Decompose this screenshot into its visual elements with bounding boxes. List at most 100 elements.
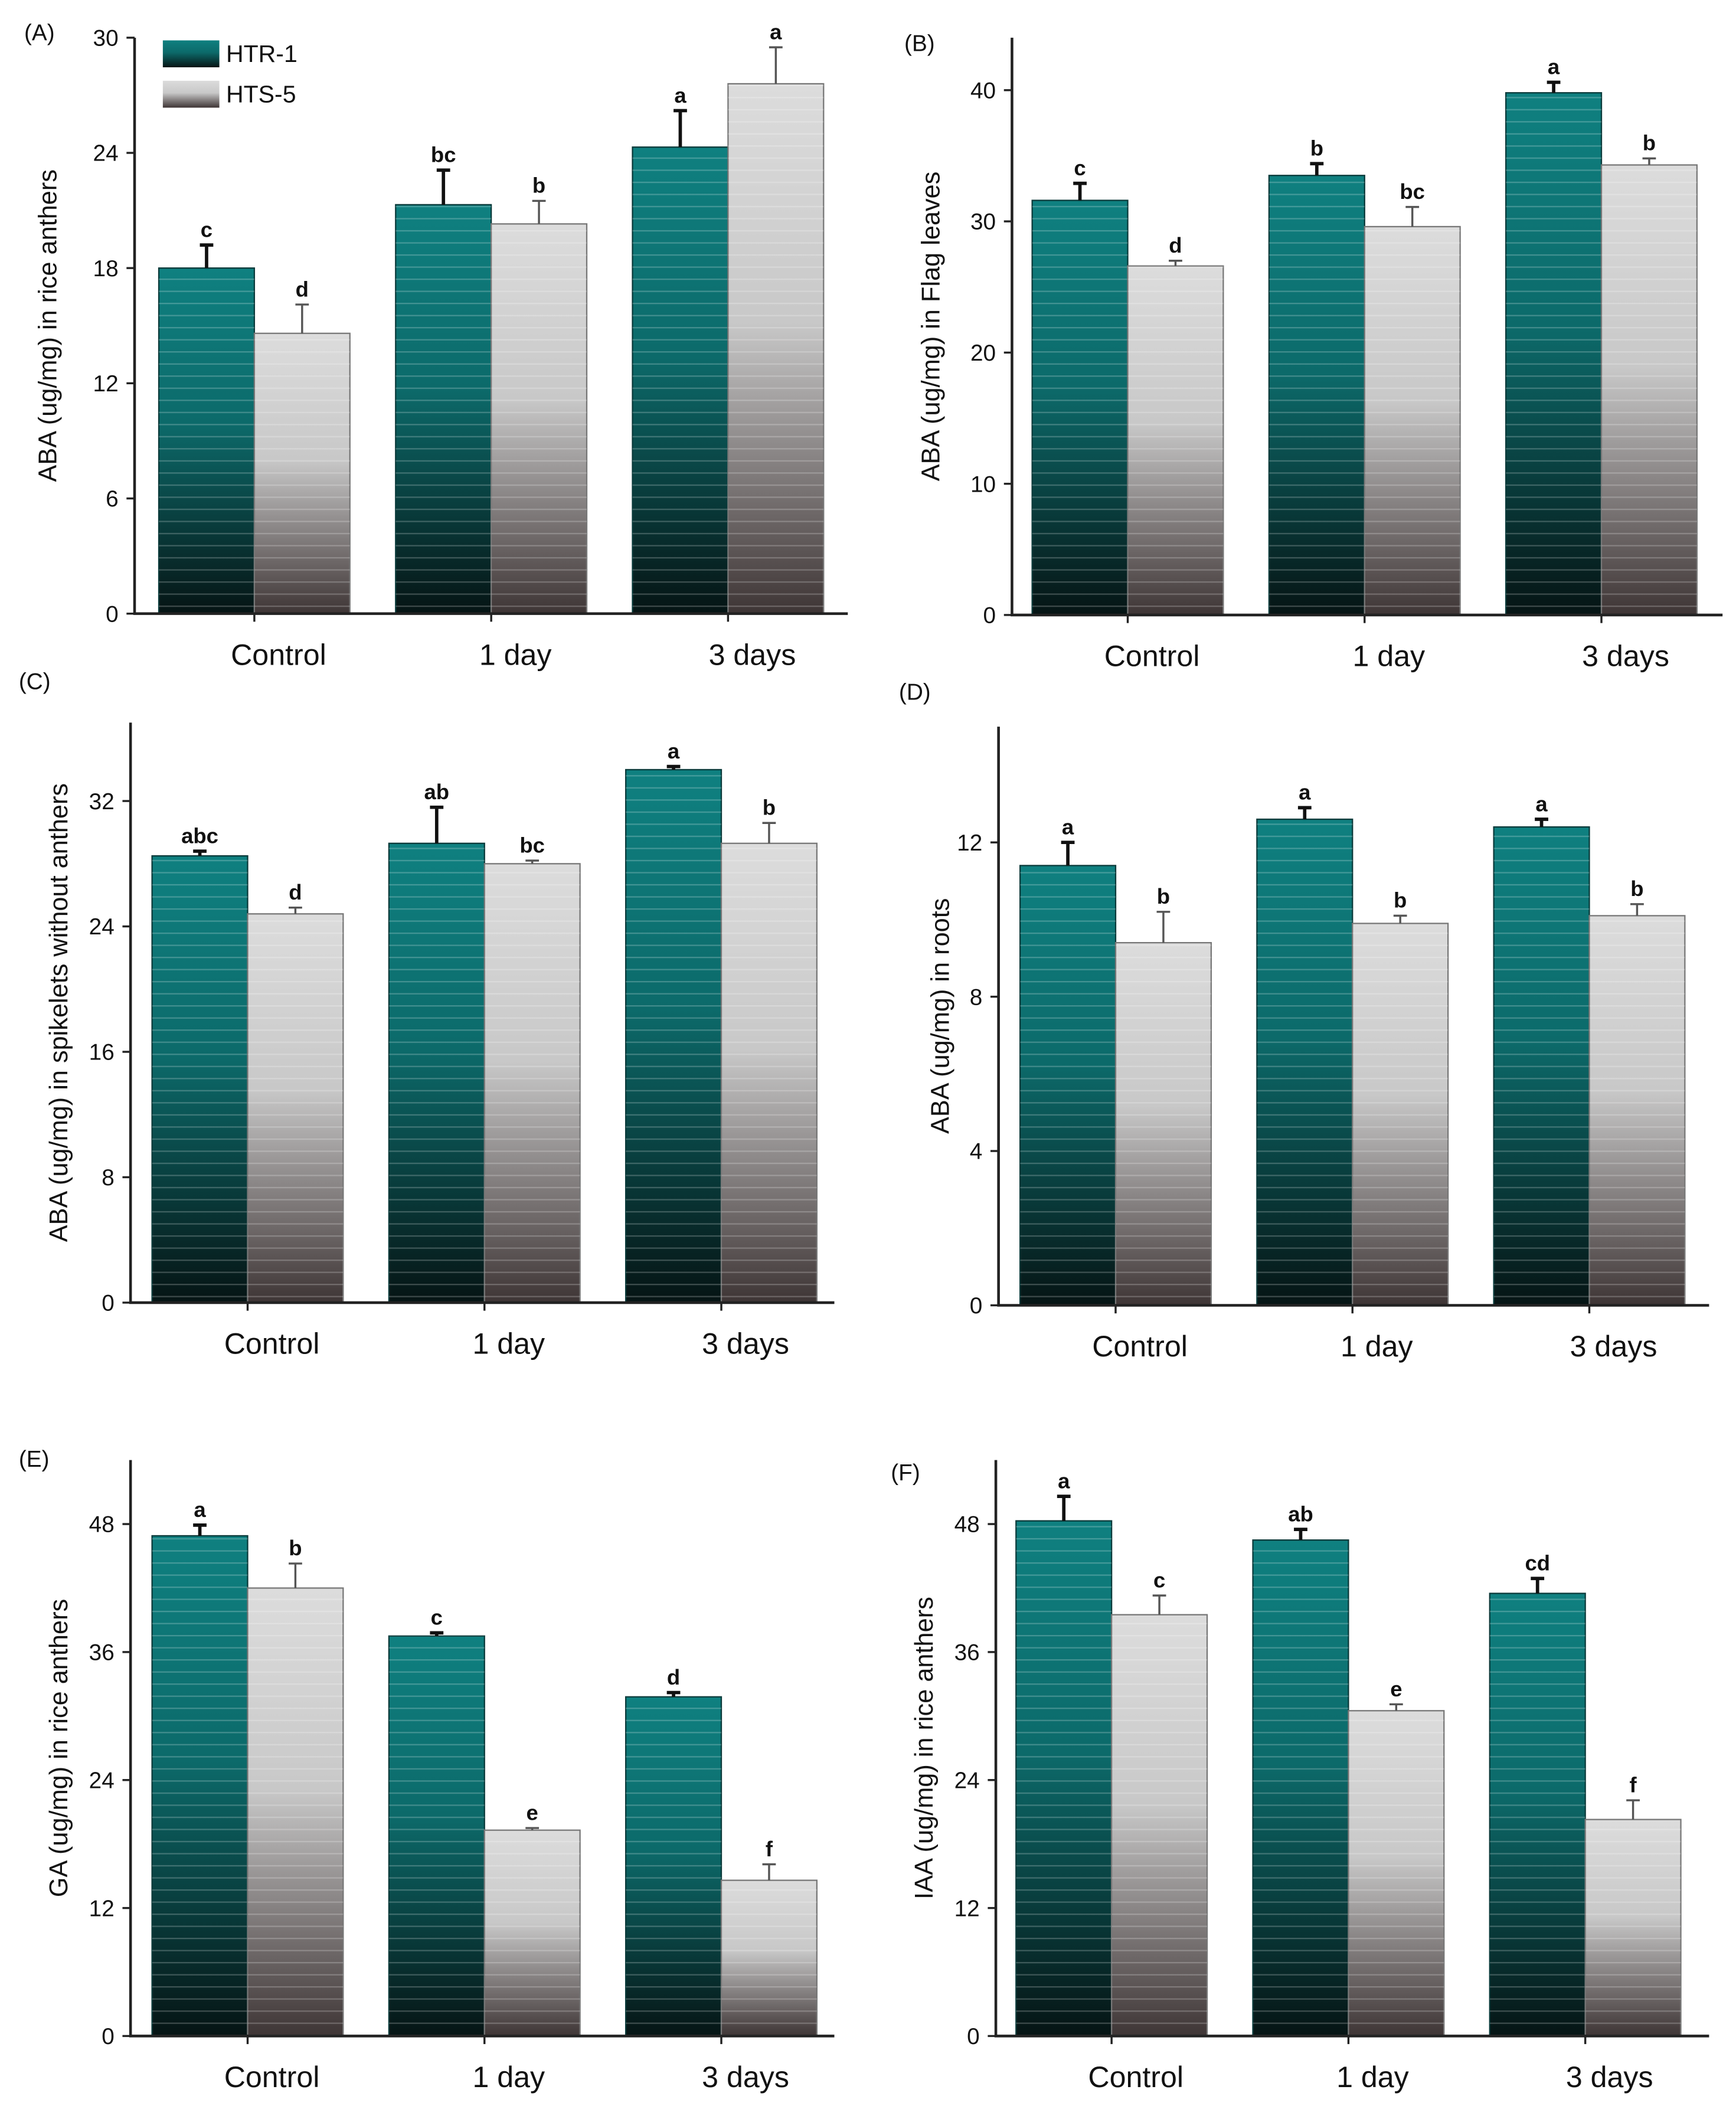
y-tick-label: 40	[970, 78, 996, 103]
panel-label: (A)	[24, 20, 55, 45]
y-tick-label: 0	[967, 2024, 980, 2049]
error-bar	[295, 303, 309, 333]
y-tick-label: 12	[957, 830, 982, 856]
error-bar	[289, 1562, 302, 1588]
y-tick-label: 32	[89, 789, 115, 815]
significance-letter: a	[1548, 55, 1560, 79]
error-bar	[1405, 205, 1420, 227]
x-tick-label: Control	[224, 2061, 320, 2094]
significance-letter: b	[532, 174, 545, 198]
significance-letter: bc	[1400, 179, 1425, 204]
error-bar	[1642, 157, 1656, 165]
significance-letter: f	[766, 1837, 773, 1861]
bar-texture	[152, 1535, 248, 2036]
y-tick-label: 30	[93, 26, 119, 51]
significance-letter: bc	[519, 833, 545, 857]
significance-letter: b	[1394, 888, 1407, 913]
error-bar	[430, 1631, 444, 1636]
error-bar	[1061, 841, 1075, 866]
y-tick-label: 24	[954, 1768, 980, 1793]
y-tick-label: 0	[106, 601, 119, 627]
bar-texture	[728, 83, 824, 614]
bar-texture	[1506, 93, 1602, 615]
panel-label: (C)	[19, 669, 51, 694]
error-bar	[1156, 911, 1171, 943]
y-tick-label: 48	[954, 1512, 980, 1538]
significance-letter: b	[289, 1536, 302, 1560]
bar-texture	[1032, 200, 1128, 615]
significance-letter: a	[674, 83, 686, 107]
error-bar	[769, 46, 783, 84]
bar-texture	[388, 1636, 485, 2036]
bar-texture	[152, 856, 248, 1303]
bar-texture	[721, 843, 817, 1303]
error-bar	[1626, 1799, 1640, 1820]
error-bar	[1535, 817, 1548, 828]
error-bar	[200, 243, 214, 269]
bar-texture	[388, 843, 485, 1303]
panel-label: (E)	[19, 1447, 50, 1472]
legend: HTR-1 HTS-5	[162, 40, 297, 108]
error-bar	[525, 1827, 540, 1830]
x-tick-label: Control	[224, 1327, 320, 1361]
y-tick-label: 16	[89, 1040, 115, 1065]
y-tick-label: 12	[89, 1896, 115, 1921]
legend-label-htr1: HTR-1	[226, 40, 297, 67]
x-tick-label: Control	[231, 638, 326, 671]
y-axis-label: ABA (ug/mg) in Flag leaves	[917, 172, 945, 482]
y-tick-label: 10	[970, 472, 996, 497]
bar-texture	[1589, 915, 1685, 1306]
significance-letter: abc	[181, 823, 218, 848]
bar-texture	[484, 864, 580, 1303]
chart-panel-d: (D) ABA (ug/mg) in roots a a a b b b 0 4 8 12 Contro…	[899, 680, 1709, 1363]
error-bar	[674, 109, 687, 148]
bar-texture	[1257, 819, 1353, 1306]
bar-texture	[395, 204, 492, 614]
bar-texture	[1352, 923, 1449, 1306]
x-tick-label: 3 days	[709, 638, 796, 671]
chart-panel-c: (C) ABA (ug/mg) in spikelets without anth…	[19, 669, 835, 1361]
significance-letter: b	[1310, 136, 1323, 161]
error-bar	[193, 1523, 207, 1536]
y-tick-label: 36	[954, 1640, 980, 1666]
bar-texture	[626, 1696, 721, 2036]
y-tick-label: 8	[102, 1165, 115, 1191]
bar-texture	[1585, 1819, 1681, 2036]
error-bar	[1057, 1495, 1071, 1521]
x-tick-label: 1 day	[472, 1327, 545, 1361]
x-tick-label: 1 day	[1341, 1330, 1413, 1363]
error-bar	[1310, 162, 1324, 176]
x-tick-label: 1 day	[1352, 640, 1425, 673]
error-bar	[762, 822, 776, 843]
significance-letter: b	[763, 796, 776, 820]
error-bar	[430, 805, 444, 843]
bar-texture	[1493, 827, 1590, 1306]
error-bar	[1169, 260, 1182, 266]
significance-letter: a	[1058, 1469, 1070, 1493]
bar-texture	[721, 1880, 817, 2036]
significance-letter: a	[194, 1497, 206, 1522]
panel-label: (B)	[904, 31, 935, 57]
significance-letter: e	[527, 1800, 538, 1824]
bar-texture	[1253, 1540, 1349, 2036]
legend-swatch-htr1	[162, 40, 220, 68]
y-tick-label: 12	[954, 1896, 980, 1921]
y-tick-label: 24	[89, 914, 115, 940]
error-bar	[1630, 903, 1644, 916]
x-tick-label: 3 days	[1570, 1330, 1657, 1363]
bar-texture	[1111, 1614, 1208, 2036]
x-tick-label: 3 days	[1582, 640, 1669, 673]
error-bar	[1294, 1528, 1307, 1541]
error-bar	[193, 849, 207, 856]
y-tick-label: 18	[93, 256, 119, 282]
legend-label-hts5: HTS-5	[226, 80, 296, 107]
panel-label: (D)	[899, 680, 931, 705]
y-tick-label: 0	[970, 1293, 983, 1319]
significance-letter: b	[1630, 877, 1643, 901]
legend-swatch-hts5	[162, 80, 220, 108]
significance-letter: d	[667, 1665, 680, 1689]
error-bar	[525, 859, 540, 864]
error-bar	[436, 168, 450, 205]
significance-letter: a	[1299, 780, 1311, 805]
y-tick-label: 0	[983, 603, 996, 629]
